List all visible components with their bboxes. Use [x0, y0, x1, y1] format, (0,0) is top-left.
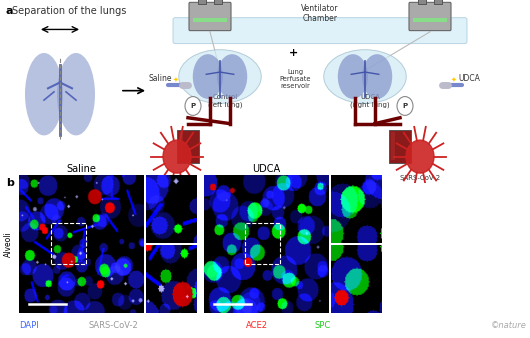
Text: Saline: Saline — [148, 74, 172, 83]
Text: SARS-CoV-2: SARS-CoV-2 — [88, 321, 138, 330]
Bar — [245, 223, 280, 265]
Text: P: P — [190, 103, 196, 109]
Text: a: a — [5, 6, 13, 16]
Circle shape — [397, 97, 413, 115]
Text: ©nature: ©nature — [491, 321, 527, 330]
Ellipse shape — [25, 53, 63, 136]
Bar — [389, 129, 411, 163]
Ellipse shape — [179, 50, 261, 103]
Bar — [51, 223, 86, 265]
Text: SARS-CoV-2: SARS-CoV-2 — [156, 175, 198, 182]
Text: Alveoli: Alveoli — [4, 231, 12, 257]
Text: P: P — [402, 103, 408, 109]
Ellipse shape — [57, 53, 95, 136]
Text: Control
(left lung): Control (left lung) — [208, 94, 242, 108]
Text: +: + — [288, 48, 298, 58]
Text: Separation of the lungs: Separation of the lungs — [12, 6, 126, 16]
Bar — [214, 0, 222, 3]
Bar — [198, 0, 206, 3]
Ellipse shape — [193, 54, 223, 99]
Bar — [413, 18, 447, 22]
Circle shape — [185, 97, 201, 115]
Title: UDCA: UDCA — [252, 164, 280, 174]
Text: +: + — [188, 149, 198, 159]
Bar — [177, 129, 199, 163]
Ellipse shape — [217, 54, 247, 99]
Text: SARS-CoV-2: SARS-CoV-2 — [400, 175, 440, 182]
Circle shape — [163, 140, 191, 173]
Bar — [391, 132, 395, 160]
Text: SPC: SPC — [315, 321, 331, 330]
Bar — [179, 132, 183, 160]
Text: Ventilator
Chamber: Ventilator Chamber — [301, 3, 339, 23]
Text: ACE2: ACE2 — [246, 321, 268, 330]
Text: UDCA
(right lung): UDCA (right lung) — [350, 94, 390, 108]
Title: Saline: Saline — [66, 164, 96, 174]
FancyBboxPatch shape — [173, 18, 467, 44]
Ellipse shape — [362, 54, 392, 99]
Text: ✦: ✦ — [451, 77, 457, 83]
Circle shape — [406, 140, 434, 173]
Text: +: + — [400, 149, 410, 159]
Ellipse shape — [324, 50, 407, 103]
Bar — [193, 18, 227, 22]
Text: b: b — [6, 178, 14, 188]
Text: UDCA: UDCA — [458, 74, 480, 83]
Bar — [434, 0, 442, 3]
Bar — [418, 0, 426, 3]
FancyBboxPatch shape — [409, 2, 451, 31]
Text: Lung
Perfusate
reservoir: Lung Perfusate reservoir — [279, 69, 311, 89]
FancyBboxPatch shape — [189, 2, 231, 31]
Text: DAPI: DAPI — [20, 321, 39, 330]
Ellipse shape — [338, 54, 368, 99]
Text: ✦: ✦ — [173, 77, 179, 83]
